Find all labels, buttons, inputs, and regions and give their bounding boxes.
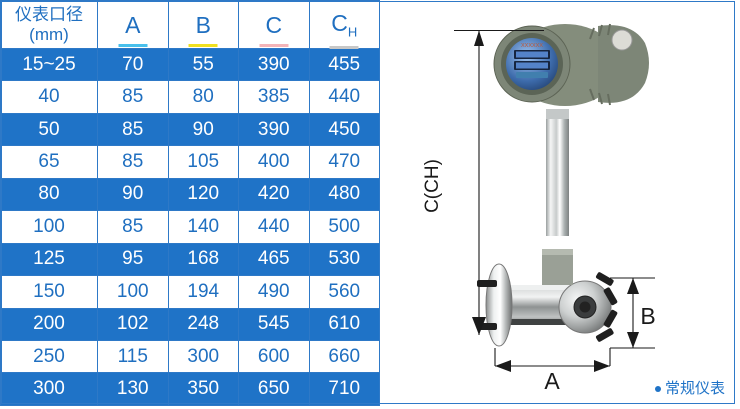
svg-text:B: B <box>640 303 655 329</box>
svg-text:A: A <box>544 368 560 394</box>
svg-text:XXXXXX: XXXXXX <box>521 43 543 49</box>
svg-text:C(CH): C(CH) <box>422 159 443 213</box>
